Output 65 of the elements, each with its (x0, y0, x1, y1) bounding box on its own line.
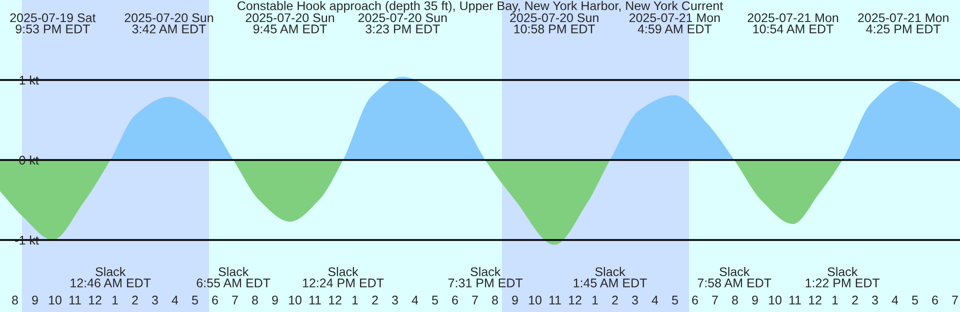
x-tick-label: 11 (309, 296, 321, 304)
x-tick-label: 6 (692, 296, 698, 305)
x-tick-label: 8 (252, 296, 258, 305)
x-tick-label: 9 (752, 296, 758, 305)
x-tick-label: 10 (49, 296, 62, 305)
annotation: 2025-07-20 Sun 3:23 PM EDT (358, 13, 447, 34)
x-tick-label: 10 (769, 296, 782, 305)
x-tick-label: 6 (932, 296, 938, 305)
annotation: Slack 1:45 AM EDT (574, 267, 647, 288)
x-tick-label: 6 (212, 296, 218, 305)
x-tick-label: 2 (132, 296, 138, 304)
x-tick-label: 11 (549, 296, 561, 304)
x-tick-label: 11 (789, 296, 801, 304)
x-tick-label: 3 (632, 296, 638, 305)
x-tick-label: 9 (512, 296, 518, 305)
x-tick-label: 7 (952, 296, 958, 304)
x-tick-label: 3 (152, 296, 158, 305)
x-tick-label: 12 (329, 296, 342, 304)
y-tick-label: 0 kt (19, 155, 39, 165)
x-tick-label: 1 (592, 296, 598, 304)
x-tick-label: 7 (712, 296, 718, 304)
x-tick-label: 2 (612, 296, 618, 304)
x-tick-label: 11 (69, 296, 81, 304)
x-tick-label: 8 (732, 296, 738, 305)
x-tick-label: 4 (412, 296, 418, 304)
annotation: 2025-07-20 Sun 9:45 AM EDT (246, 13, 334, 34)
x-tick-label: 1 (832, 296, 838, 304)
x-tick-label: 8 (12, 296, 18, 305)
x-tick-label: 12 (809, 296, 822, 304)
x-tick-label: 4 (892, 296, 898, 304)
x-tick-label: 5 (192, 296, 198, 305)
x-tick-label: 5 (912, 296, 918, 305)
annotation: 2025-07-21 Mon 4:25 PM EDT (858, 13, 948, 34)
x-tick-label: 9 (272, 296, 278, 305)
annotation: 2025-07-20 Sun 3:42 AM EDT (124, 13, 214, 34)
x-tick-label: 5 (432, 296, 438, 305)
x-tick-label: 7 (472, 296, 478, 304)
x-tick-label: 1 (352, 296, 358, 304)
x-tick-label: 7 (232, 296, 238, 304)
x-tick-label: 3 (392, 296, 398, 305)
x-tick-label: 10 (289, 296, 302, 305)
x-tick-label: 10 (529, 296, 542, 305)
annotation: Slack 12:24 PM EDT (302, 267, 384, 288)
annotation: 2025-07-19 Sat 9:53 PM EDT (10, 13, 96, 34)
x-tick-label: 2 (852, 296, 858, 304)
x-tick-label: 5 (672, 296, 678, 305)
annotation: Slack 12:46 AM EDT (70, 267, 151, 288)
annotation: 2025-07-20 Sun 10:58 PM EDT (510, 13, 598, 34)
chart-title: Constable Hook approach (depth 35 ft), Upper Bay, New York Harbor, New York Current (238, 1, 724, 13)
x-tick-label: 4 (172, 296, 178, 304)
x-tick-label: 8 (492, 296, 498, 305)
annotation: Slack 7:58 AM EDT (698, 267, 772, 288)
annotation: Slack 7:31 PM EDT (448, 267, 523, 288)
x-tick-label: 12 (89, 296, 102, 304)
x-tick-label: 6 (452, 296, 458, 305)
x-tick-label: 2 (372, 296, 378, 304)
annotation: Slack 1:22 PM EDT (806, 267, 880, 288)
x-tick-label: 1 (112, 296, 118, 304)
annotation: 2025-07-21 Mon 4:59 AM EDT (629, 13, 720, 34)
annotation: Slack 6:55 AM EDT (196, 267, 270, 288)
x-tick-label: 4 (652, 296, 658, 304)
x-tick-label: 12 (569, 296, 582, 304)
x-tick-label: 9 (32, 296, 38, 305)
x-tick-label: 3 (872, 296, 878, 305)
annotation: 2025-07-21 Mon 10:54 AM EDT (748, 13, 838, 34)
